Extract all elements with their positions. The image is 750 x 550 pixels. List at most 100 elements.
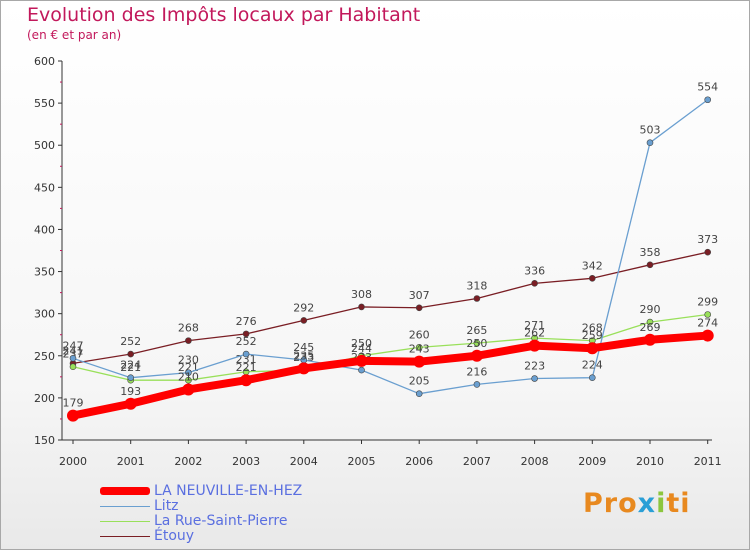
y-tick-label: 400 [34, 223, 55, 236]
data-label-la-rue-saint-pierre: 250 [351, 337, 372, 350]
legend-swatch-la-rue-saint-pierre [100, 521, 150, 522]
chart-subtitle: (en € et par an) [27, 28, 122, 42]
data-point-etouy [531, 280, 538, 287]
data-label-etouy: 307 [409, 289, 430, 302]
data-point-la-neuville-en-hez [355, 354, 368, 367]
data-label-litz: 205 [409, 375, 430, 388]
series-line-la-neuville-en-hez [69, 331, 712, 420]
y-tick-label: 350 [34, 266, 55, 279]
x-tick-label: 2001 [117, 455, 145, 468]
data-point-litz [646, 139, 654, 146]
data-label-la-neuville-en-hez: 235 [293, 349, 314, 362]
data-label-etouy: 342 [582, 259, 603, 272]
data-label-la-neuville-en-hez: 193 [120, 385, 141, 398]
legend-label-etouy: Étouy [154, 528, 195, 544]
proxiti-logo: Proxiti [583, 488, 691, 519]
data-point-litz [242, 350, 250, 358]
data-label-litz: 224 [582, 359, 603, 372]
data-label-la-neuville-en-hez: 210 [178, 370, 199, 383]
data-label-la-neuville-en-hez: 250 [466, 337, 487, 350]
legend-label-la-neuville-en-hez: LA NEUVILLE-EN-HEZ [154, 483, 303, 499]
x-tick-label: 2006 [405, 455, 433, 468]
data-point-la-neuville-en-hez [124, 397, 137, 410]
data-point-la-neuville-en-hez [701, 329, 714, 342]
data-point-etouy [300, 317, 308, 324]
data-label-etouy: 252 [120, 335, 141, 348]
data-label-litz: 245 [293, 341, 314, 354]
data-point-la-rue-saint-pierre [646, 318, 654, 326]
data-label-la-rue-saint-pierre: 260 [409, 328, 430, 341]
x-tick-label: 2002 [174, 455, 202, 468]
y-tick-label: 450 [34, 181, 55, 194]
chart-title: Evolution des Impôts locaux par Habitant [27, 4, 421, 26]
data-label-litz: 224 [120, 359, 141, 372]
data-point-la-neuville-en-hez [528, 339, 541, 352]
y-tick-label: 500 [34, 139, 55, 152]
data-point-etouy [127, 350, 134, 358]
data-point-litz [704, 96, 712, 104]
data-point-la-rue-saint-pierre [69, 363, 77, 371]
x-tick-label: 2000 [59, 455, 87, 468]
data-point-etouy [358, 303, 365, 311]
data-label-la-neuville-en-hez: 274 [697, 317, 718, 330]
data-label-litz: 554 [697, 81, 718, 94]
data-point-etouy [415, 304, 423, 312]
data-label-litz: 503 [640, 124, 661, 137]
x-tick-label: 2009 [578, 455, 606, 468]
legend-label-litz: Litz [154, 498, 179, 514]
data-label-la-rue-saint-pierre: 265 [466, 324, 487, 337]
data-label-la-rue-saint-pierre: 221 [120, 361, 141, 374]
y-tick-label: 300 [34, 308, 55, 321]
x-tick-label: 2005 [348, 455, 376, 468]
data-point-etouy [473, 295, 481, 302]
data-point-etouy [646, 261, 654, 269]
data-point-litz [69, 355, 77, 362]
data-point-litz [473, 381, 481, 388]
data-point-la-neuville-en-hez [297, 362, 310, 375]
data-label-la-neuville-en-hez: 221 [236, 361, 257, 374]
data-label-etouy: 358 [640, 246, 661, 259]
x-tick-label: 2004 [290, 455, 318, 468]
legend-swatch-litz [100, 506, 150, 507]
y-tick-label: 150 [34, 434, 55, 447]
line-chart: 150 200 250 300 350 400 450 500 550 600 2000 2001 20… [34, 55, 722, 468]
legend-swatch-etouy [100, 536, 150, 537]
data-label-la-neuville-en-hez: 269 [640, 321, 661, 334]
data-point-litz [185, 369, 192, 376]
data-point-la-neuville-en-hez [586, 342, 599, 355]
x-tick-label: 2010 [636, 455, 664, 468]
x-tick-label: 2007 [463, 455, 491, 468]
data-point-la-rue-saint-pierre [415, 344, 423, 351]
data-point-la-rue-saint-pierre [185, 376, 192, 384]
data-point-etouy [242, 330, 250, 338]
data-point-litz [358, 366, 365, 374]
data-label-etouy: 373 [697, 233, 718, 246]
data-label-etouy: 241 [63, 344, 84, 357]
data-point-la-rue-saint-pierre [704, 311, 712, 318]
series-line-etouy [72, 251, 709, 365]
data-point-la-neuville-en-hez [182, 383, 195, 396]
data-label-la-rue-saint-pierre: 299 [697, 296, 718, 309]
series-line-litz [72, 99, 709, 395]
data-point-la-neuville-en-hez [413, 355, 426, 368]
data-point-etouy [588, 274, 596, 282]
data-point-litz [127, 374, 134, 381]
data-label-la-rue-saint-pierre: 268 [582, 322, 603, 335]
data-label-la-neuville-en-hez: 262 [524, 327, 545, 340]
x-tick-label: 2008 [521, 455, 549, 468]
data-label-la-neuville-en-hez: 259 [582, 329, 603, 342]
data-label-etouy: 292 [293, 301, 314, 314]
data-point-etouy [704, 248, 712, 256]
legend-swatch-la-neuville-en-hez [100, 487, 150, 495]
data-label-litz: 230 [178, 354, 199, 367]
data-label-etouy: 336 [524, 264, 545, 277]
x-tick-label: 2011 [694, 455, 722, 468]
data-label-etouy: 276 [236, 315, 257, 328]
y-tick-label: 550 [34, 97, 55, 110]
data-label-la-neuville-en-hez: 243 [409, 343, 430, 356]
data-point-litz [531, 375, 538, 382]
data-point-la-neuville-en-hez [470, 349, 483, 362]
data-label-litz: 252 [236, 335, 257, 348]
legend-label-la-rue-saint-pierre: La Rue-Saint-Pierre [154, 513, 288, 529]
